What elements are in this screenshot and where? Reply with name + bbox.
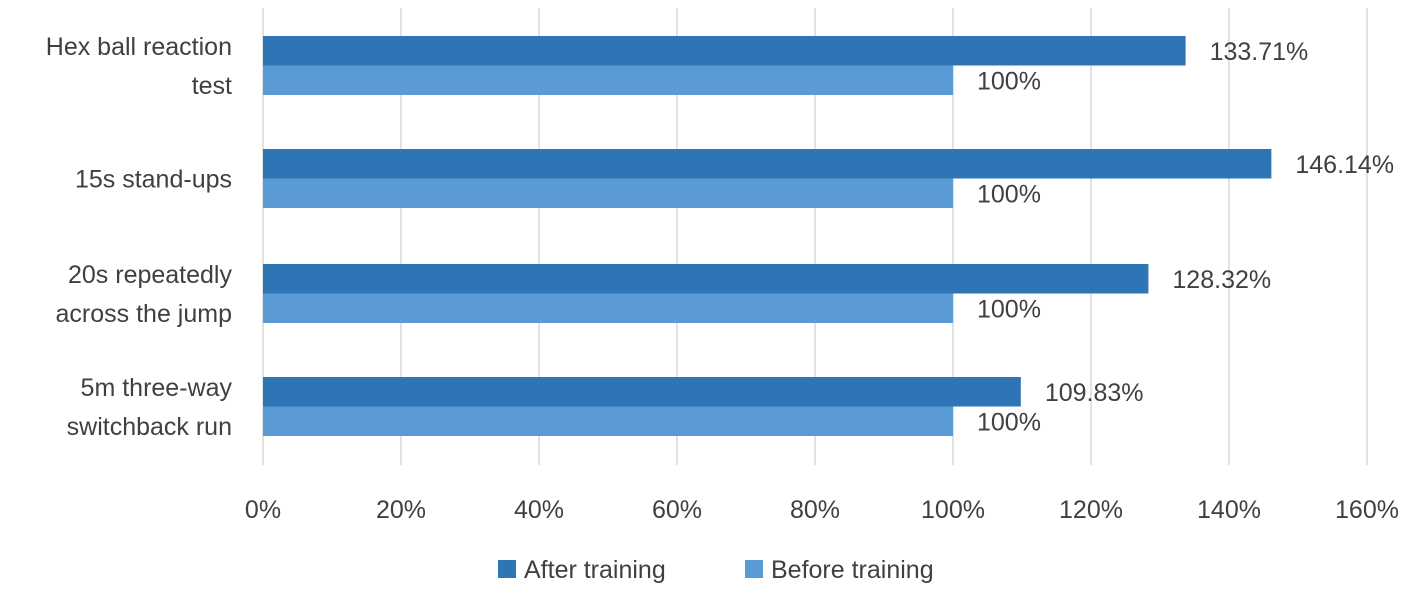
data-label: 100%	[977, 408, 1041, 436]
category-labels: Hex ball reaction test 15s stand-ups 20s re…	[46, 33, 233, 441]
bars	[263, 36, 1272, 436]
bar-before-training	[263, 406, 953, 436]
bar-before-training	[263, 178, 953, 208]
bar-after-training	[263, 264, 1149, 294]
bar-after-training	[263, 149, 1272, 179]
data-label: 100%	[977, 295, 1041, 323]
x-tick-label: 80%	[790, 496, 840, 524]
x-tick-label: 140%	[1197, 496, 1261, 524]
category-label: switchback run	[67, 413, 232, 441]
x-tick-label: 0%	[245, 496, 281, 524]
bar-before-training	[263, 65, 953, 95]
bar-after-training	[263, 36, 1186, 66]
x-tick-label: 60%	[652, 496, 702, 524]
x-tick-label: 100%	[921, 496, 985, 524]
x-tick-label: 160%	[1335, 496, 1399, 524]
category-label: test	[192, 72, 232, 100]
data-label: 100%	[977, 180, 1041, 208]
data-label: 100%	[977, 67, 1041, 95]
x-tick-label: 20%	[376, 496, 426, 524]
legend-swatch-before	[745, 560, 763, 578]
x-axis-tick-labels: 0% 20% 40% 60% 80% 100% 120% 140% 160%	[245, 496, 1399, 524]
data-label: 133.71%	[1210, 38, 1309, 66]
category-label: 5m three-way	[81, 374, 233, 402]
data-label: 128.32%	[1172, 266, 1271, 294]
data-label: 146.14%	[1295, 151, 1394, 179]
category-label: 15s stand-ups	[75, 166, 232, 194]
data-label: 109.83%	[1045, 379, 1144, 407]
category-label: 20s repeatedly	[68, 261, 233, 289]
data-labels: 133.71%146.14%128.32%109.83%100%100%100%…	[977, 38, 1394, 437]
bar-before-training	[263, 293, 953, 323]
legend: After training Before training	[498, 556, 934, 584]
category-label: across the jump	[56, 300, 232, 328]
legend-swatch-after	[498, 560, 516, 578]
bar-after-training	[263, 377, 1021, 407]
x-tick-label: 120%	[1059, 496, 1123, 524]
x-tick-label: 40%	[514, 496, 564, 524]
category-label: Hex ball reaction	[46, 33, 232, 61]
legend-label: After training	[524, 556, 666, 584]
legend-label: Before training	[771, 556, 934, 584]
